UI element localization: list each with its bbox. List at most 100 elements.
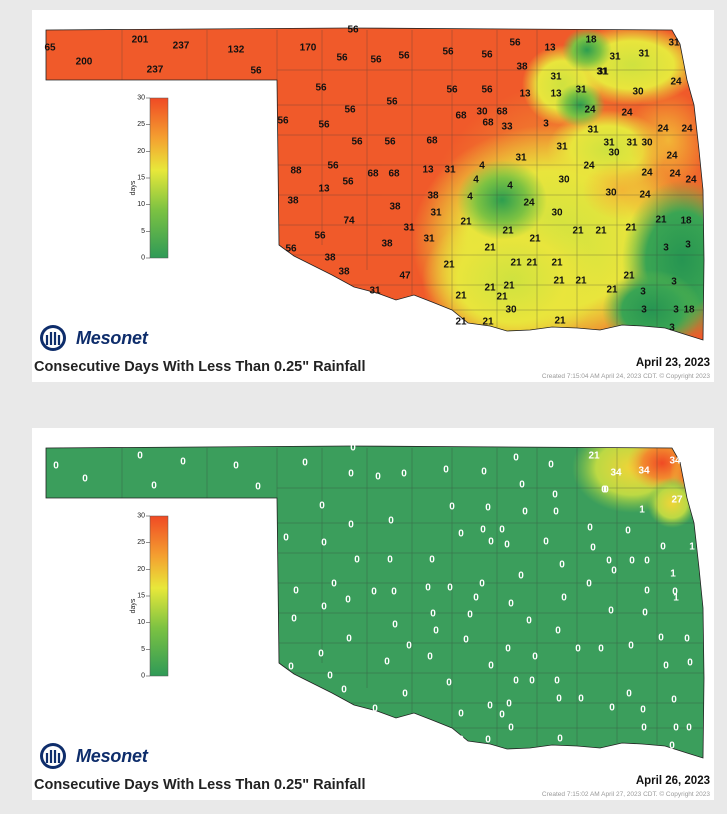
colorbar-tick-label: 15 <box>137 175 145 182</box>
day-count-label: 21 <box>455 317 467 328</box>
day-count-label: 0 <box>354 555 360 566</box>
day-count-label: 0 <box>504 540 510 551</box>
day-count-label: 0 <box>629 556 635 567</box>
day-count-label: 31 <box>668 38 680 49</box>
day-count-label: 38 <box>324 253 336 264</box>
day-count-label: 38 <box>381 239 393 250</box>
day-count-label: 31 <box>369 286 381 297</box>
day-count-label: 21 <box>554 316 566 327</box>
day-count-label: 21 <box>575 276 587 287</box>
day-count-label: 0 <box>371 587 377 598</box>
day-count-label: 21 <box>502 226 514 237</box>
map-title: Consecutive Days With Less Than 0.25" Ra… <box>34 359 366 375</box>
mesonet-logo: Mesonet <box>76 328 148 348</box>
day-count-label: 31 <box>515 153 527 164</box>
day-count-label: 24 <box>639 190 651 201</box>
day-count-label: 56 <box>509 38 521 49</box>
day-count-label: 0 <box>391 587 397 598</box>
day-count-label: 0 <box>402 689 408 700</box>
day-count-label: 4 <box>467 192 473 203</box>
day-count-label: 201 <box>132 35 149 46</box>
day-count-label: 0 <box>488 661 494 672</box>
day-count-label: 24 <box>583 161 595 172</box>
day-count-label: 38 <box>427 191 439 202</box>
day-count-label: 0 <box>522 507 528 518</box>
day-count-label: 56 <box>314 231 326 242</box>
day-count-label: 0 <box>575 644 581 655</box>
day-count-label: 0 <box>180 457 186 468</box>
day-count-label: 56 <box>347 25 359 36</box>
day-count-label: 4 <box>507 181 513 192</box>
day-count-label: 33 <box>501 122 513 133</box>
day-count-label: 24 <box>621 108 633 119</box>
day-count-label: 0 <box>673 723 679 734</box>
day-count-label: 1 <box>689 542 695 553</box>
day-count-label: 31 <box>638 49 650 60</box>
colorbar-tick-label: 30 <box>137 513 145 520</box>
day-count-label: 21 <box>510 258 522 269</box>
day-count-label: 0 <box>586 579 592 590</box>
day-count-label: 31 <box>423 234 435 245</box>
day-count-label: 0 <box>392 620 398 631</box>
day-count-label: 21 <box>503 281 515 292</box>
day-count-label: 132 <box>228 45 245 56</box>
day-count-label: 0 <box>559 560 565 571</box>
day-count-label: 170 <box>300 43 317 54</box>
day-count-label: 24 <box>657 124 669 135</box>
day-count-label: 0 <box>644 586 650 597</box>
day-count-label: 31 <box>609 52 621 63</box>
day-count-label: 21 <box>588 451 600 462</box>
day-count-label: 4 <box>473 175 479 186</box>
day-count-label: 24 <box>669 169 681 180</box>
day-count-label: 30 <box>632 87 644 98</box>
day-count-label: 0 <box>151 481 157 492</box>
day-count-label: 68 <box>496 107 508 118</box>
day-count-label: 21 <box>496 292 508 303</box>
day-count-label: 0 <box>467 610 473 621</box>
day-count-label: 0 <box>641 723 647 734</box>
day-count-label: 0 <box>479 579 485 590</box>
day-count-label: 21 <box>526 258 538 269</box>
day-count-label: 0 <box>687 658 693 669</box>
day-count-label: 56 <box>315 83 327 94</box>
day-count-label: 31 <box>556 142 568 153</box>
day-count-label: 13 <box>318 184 330 195</box>
day-count-label: 0 <box>387 555 393 566</box>
day-count-label: 0 <box>255 482 261 493</box>
day-count-label: 74 <box>343 216 355 227</box>
day-count-label: 0 <box>302 458 308 469</box>
colorbar-unit-label: days <box>130 180 137 195</box>
day-count-label: 31 <box>626 138 638 149</box>
day-count-label: 0 <box>606 556 612 567</box>
day-count-label: 24 <box>685 175 697 186</box>
day-count-label: 21 <box>484 283 496 294</box>
day-count-label: 56 <box>318 120 330 131</box>
day-count-label: 13 <box>544 43 556 54</box>
day-count-label: 0 <box>658 633 664 644</box>
day-count-label: 3 <box>669 323 675 334</box>
colorbar-tick-label: 25 <box>137 121 145 128</box>
day-count-label: 30 <box>476 107 488 118</box>
day-count-label: 0 <box>506 699 512 710</box>
day-count-label: 0 <box>603 485 609 496</box>
day-count-label: 34 <box>638 466 650 477</box>
day-count-label: 88 <box>290 166 302 177</box>
created-timestamp: Created 7:15:02 AM April 27, 2023 CDT. ©… <box>541 791 710 798</box>
day-count-label: 3 <box>663 243 669 254</box>
day-count-label: 56 <box>344 105 356 116</box>
day-count-label: 21 <box>455 291 467 302</box>
colorbar-tick-label: 0 <box>141 673 145 680</box>
day-count-label: 0 <box>331 579 337 590</box>
day-count-label: 56 <box>277 116 289 127</box>
day-count-label: 38 <box>516 62 528 73</box>
day-count-label: 0 <box>350 443 356 454</box>
day-count-label: 0 <box>529 676 535 687</box>
day-count-label: 21 <box>572 226 584 237</box>
day-count-label: 56 <box>386 97 398 108</box>
day-count-label: 0 <box>447 583 453 594</box>
day-count-label: 0 <box>671 695 677 706</box>
day-count-label: 21 <box>623 271 635 282</box>
colorbar-april-26: 30 25 20 15 10 5 0 days <box>130 513 169 680</box>
day-count-label: 30 <box>505 305 517 316</box>
oklahoma-map-april-23: 30 25 20 15 10 5 0 days 65 200 201 237 237 132 56 170 5… <box>44 25 705 341</box>
